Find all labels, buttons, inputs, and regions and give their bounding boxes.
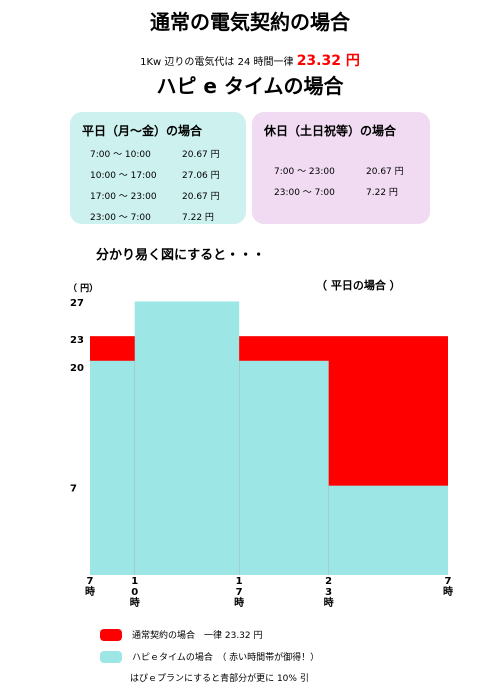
rate-time: 23:00 ～ 7:00 (90, 213, 151, 223)
x-tick-label: 2 (325, 576, 332, 587)
discount-note: はぴｅプランにすると青部分が更に 10% 引 (130, 674, 309, 684)
rate-price: 20.67 円 (182, 192, 220, 202)
y-tick-label: 27 (70, 298, 84, 309)
x-tick-label: 時 (324, 596, 334, 609)
weekday-rates-list: 7:00 ～ 10:00 20.67 円 10:00 ～ 17:00 27.06… (90, 143, 220, 227)
y-tick-label: 23 (70, 335, 84, 346)
chart-intro-heading: 分かり易く図にすると・・・ (96, 248, 266, 263)
rate-price: 27.06 円 (182, 171, 220, 181)
rate-row: 17:00 ～ 23:00 20.67 円 (90, 185, 220, 206)
legend-label-normal: 通常契約の場合 一律 23.32 円 (132, 631, 263, 641)
bar-hapie-rate (90, 360, 135, 575)
x-tick-label: 時 (234, 596, 244, 609)
x-tick-label: 時 (130, 596, 140, 609)
x-tick-label: 3 (325, 587, 332, 598)
x-tick-label: 7 (236, 587, 243, 598)
rate-time: 17:00 ～ 23:00 (90, 192, 157, 202)
rate-price: 7.22 円 (366, 188, 398, 198)
x-tick-label: 時 (85, 585, 95, 598)
flat-rate-line: 1Kw 辺りの電気代は 24 時間一律 23.32 円 (0, 50, 500, 70)
legend-swatch-red (100, 628, 122, 641)
y-tick-label: 7 (70, 484, 77, 495)
holiday-rates-list: 7:00 ～ 23:00 20.67 円 23:00 ～ 7:00 7.22 円 (274, 160, 404, 202)
rate-price: 20.67 円 (182, 150, 220, 160)
weekday-box-title: 平日（月～金）の場合 (82, 124, 203, 138)
x-tick-label: 7 (87, 576, 94, 587)
flat-rate-value: 23.32 円 (296, 53, 360, 69)
weekday-rates-box: 平日（月～金）の場合 7:00 ～ 10:00 20.67 円 10:00 ～ … (70, 112, 246, 224)
legend-item-normal: 通常契約の場合 一律 23.32 円 (100, 628, 263, 641)
title-hapie-time: ハピ e タイムの場合 (156, 74, 344, 98)
holiday-rates-box: 休日（土日祝等）の場合 7:00 ～ 23:00 20.67 円 23:00 ～… (252, 112, 430, 224)
x-tick-label: 1 (236, 576, 243, 587)
flat-rate-prefix: 1Kw 辺りの電気代は 24 時間一律 (140, 57, 294, 68)
legend-swatch-cyan (100, 650, 122, 663)
holiday-box-title: 休日（土日祝等）の場合 (264, 124, 397, 138)
rate-time: 10:00 ～ 17:00 (90, 171, 157, 181)
title-normal-contract: 通常の電気契約の場合 (150, 10, 350, 34)
x-tick-label: 1 (131, 576, 138, 587)
rate-price: 20.67 円 (366, 167, 404, 177)
y-tick-label: 20 (70, 363, 84, 374)
legend-label-hapie: ハピｅタイムの場合 （ 赤い時間帯が御得！） (132, 653, 320, 663)
x-tick-label: 7 (445, 576, 452, 587)
y-axis-unit: （ 円） (68, 284, 99, 294)
rate-row: 10:00 ～ 17:00 27.06 円 (90, 164, 220, 185)
rate-row: 23:00 ～ 7:00 7.22 円 (274, 181, 404, 202)
rate-time: 23:00 ～ 7:00 (274, 188, 335, 198)
rate-row: 7:00 ～ 23:00 20.67 円 (274, 160, 404, 181)
chart-title: （ 平日の場合 ） (316, 279, 401, 292)
rate-time: 7:00 ～ 10:00 (90, 150, 151, 160)
rate-row: 7:00 ～ 10:00 20.67 円 (90, 143, 220, 164)
x-tick-label: 時 (443, 585, 453, 598)
bar-hapie-rate (134, 301, 240, 575)
bar-hapie-rate (328, 485, 448, 575)
rate-time: 7:00 ～ 23:00 (274, 167, 335, 177)
bar-hapie-rate (239, 360, 329, 575)
rate-price: 7.22 円 (182, 213, 214, 223)
legend-item-hapie: ハピｅタイムの場合 （ 赤い時間帯が御得！） (100, 650, 319, 663)
rate-row: 23:00 ～ 7:00 7.22 円 (90, 206, 220, 227)
x-tick-label: 0 (131, 587, 138, 598)
